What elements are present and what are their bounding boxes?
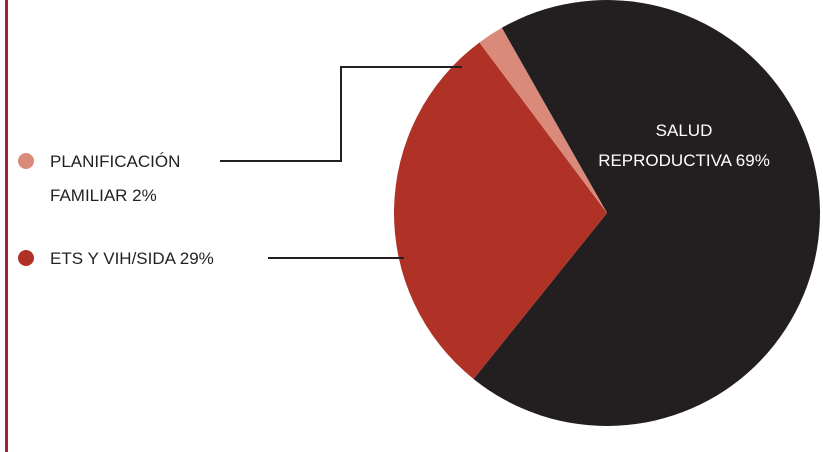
label-salud-line2: REPRODUCTIVA 69%: [598, 151, 770, 170]
label-ets: ETS Y VIH/SIDA 29%: [50, 249, 214, 268]
leader-line-planificacion: [220, 66, 462, 162]
label-planificacion-line2: FAMILIAR 2%: [50, 186, 157, 205]
legend-marker-ets: [18, 250, 34, 266]
frame-border-line: [5, 0, 8, 452]
pie-slice-salud-reproductiva: [473, 0, 820, 427]
legend-marker-planificacion: [18, 153, 34, 169]
label-salud-line1: SALUD: [656, 121, 713, 140]
label-planificacion-line1: PLANIFICACIÓN: [50, 152, 180, 171]
pie-slice-ets-vih-sida: [393, 42, 607, 379]
pie-slice-planificacion-familiar: [479, 27, 607, 213]
